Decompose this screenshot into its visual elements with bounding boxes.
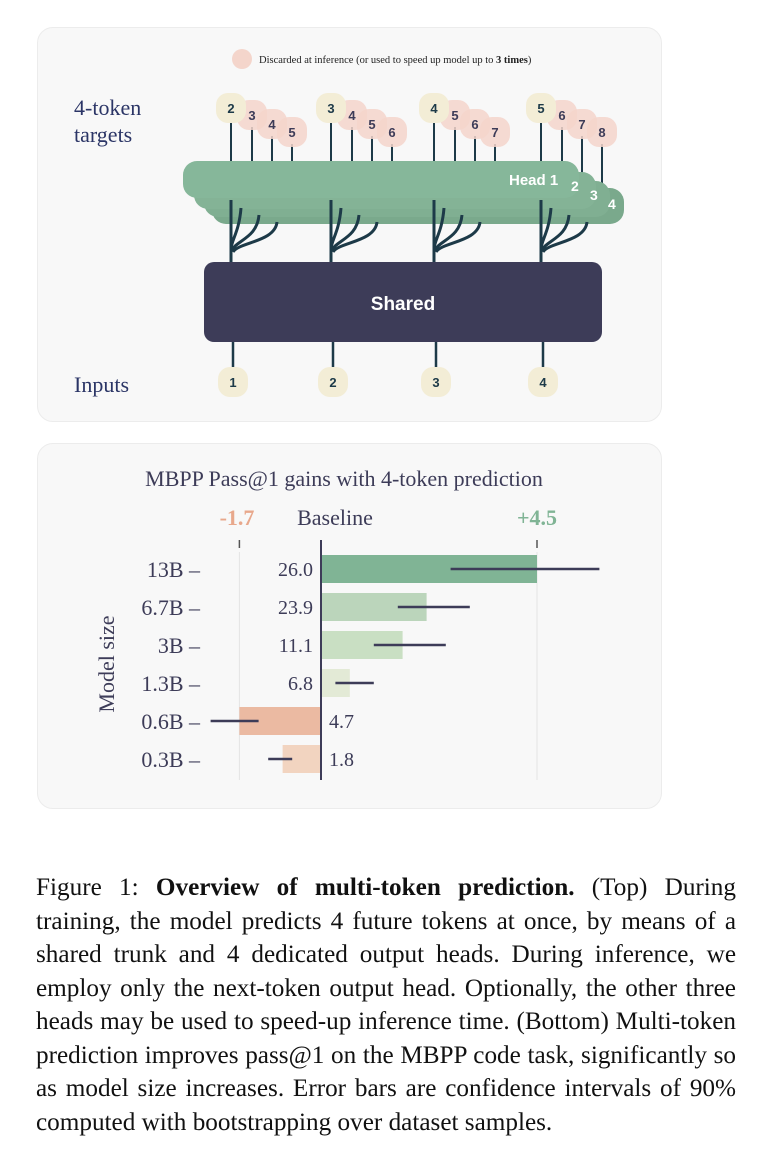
next-token-box <box>419 93 449 123</box>
discarded-legend-text: Discarded at inference (or used to speed… <box>259 55 532 66</box>
next-token-box <box>526 93 556 123</box>
target-token: 4 <box>419 93 449 123</box>
target-token-label: 5 <box>368 117 375 132</box>
input-token-box <box>318 367 348 397</box>
input-token: 2 <box>318 367 348 397</box>
baseline-value-label: 11.1 <box>279 635 313 657</box>
head-4-number: 4 <box>608 196 616 212</box>
next-token-box <box>316 93 346 123</box>
chart-marks: 13B – 26.0 6.7B – 23.9 3B – 11.1 1.3B – 6.8 0.6B… <box>141 540 600 780</box>
target-token-label: 5 <box>451 108 458 123</box>
head-fan-wire <box>231 221 279 254</box>
head-fan-wire <box>329 207 343 251</box>
baseline-value-label: 23.9 <box>278 597 313 619</box>
target-token-label: 7 <box>491 125 498 140</box>
target-token-label: 6 <box>471 117 478 132</box>
head-fan-wire <box>432 207 446 251</box>
target-token-label: 3 <box>248 108 255 123</box>
figure-label: Figure 1: <box>36 874 156 901</box>
head-fan-wire <box>433 214 464 251</box>
head-fan-wires <box>229 200 589 262</box>
figure-caption: Figure 1: Overview of multi-token predic… <box>36 871 736 1139</box>
input-token-label: 1 <box>229 375 236 390</box>
head-2-number: 2 <box>571 178 579 194</box>
targets-label-line1: 4-token <box>74 95 141 120</box>
category-tick-label: 13B – <box>147 557 201 582</box>
category-tick-label: 3B – <box>158 633 201 658</box>
mbpp-gain-chart: MBPP Pass@1 gains with 4-token predictio… <box>94 466 600 780</box>
architecture-diagram: Discarded at inference (or used to speed… <box>74 49 624 397</box>
target-token-label: 6 <box>558 108 565 123</box>
category-tick-label: 6.7B – <box>141 595 201 620</box>
target-token-label: 7 <box>578 117 585 132</box>
target-token: 5 <box>526 93 556 123</box>
head-fan-wire <box>540 214 571 251</box>
shared-trunk <box>204 262 602 342</box>
head-fan-wire <box>230 214 261 251</box>
input-token-label: 3 <box>432 375 439 390</box>
target-token-label: 2 <box>227 101 234 116</box>
head-1 <box>183 161 579 198</box>
head-fan-wire <box>541 221 589 254</box>
input-token: 4 <box>528 367 558 397</box>
category-tick-label: 0.3B – <box>141 747 201 772</box>
next-token-box <box>216 93 246 123</box>
baseline-label: Baseline <box>297 505 373 530</box>
caption-bold-title: Overview of multi-token prediction. <box>155 874 575 901</box>
input-token-label: 4 <box>539 375 547 390</box>
input-token-label: 2 <box>329 375 336 390</box>
baseline-value-label: 4.7 <box>329 711 354 733</box>
baseline-value-label: 26.0 <box>278 559 313 581</box>
baseline-value-label: 6.8 <box>288 673 313 695</box>
input-token-box <box>421 367 451 397</box>
target-token: 2 <box>216 93 246 123</box>
shared-label: Shared <box>371 294 435 315</box>
head-fan-wire <box>331 221 379 254</box>
target-token: 3 <box>316 93 346 123</box>
target-token-label: 6 <box>388 125 395 140</box>
input-token-box <box>528 367 558 397</box>
discarded-legend-swatch <box>232 49 252 69</box>
input-tokens: 1 2 3 4 <box>218 342 558 397</box>
head-fan-wire <box>229 207 243 251</box>
architecture-diagram-panel: Discarded at inference (or used to speed… <box>37 27 662 422</box>
target-token-label: 5 <box>537 101 544 116</box>
category-tick-label: 0.6B – <box>141 709 201 734</box>
targets-label-line2: targets <box>74 122 132 147</box>
chart-title: MBPP Pass@1 gains with 4-token predictio… <box>145 466 543 491</box>
caption-text: (Top) During training, the model predict… <box>36 874 736 1136</box>
y-axis-label: Model size <box>94 615 119 712</box>
head-fan-wire <box>539 207 553 251</box>
head-fan-wire <box>434 221 482 254</box>
head-fan-wire <box>330 214 361 251</box>
max-gain-label: +4.5 <box>517 505 557 530</box>
head-3-number: 3 <box>590 187 598 203</box>
output-heads: Head 1 2 3 4 <box>183 161 624 224</box>
head-1-label: Head 1 <box>509 172 558 189</box>
target-token-label: 8 <box>598 125 605 140</box>
target-token-label: 5 <box>288 125 295 140</box>
baseline-value-label: 1.8 <box>329 749 354 771</box>
input-token: 1 <box>218 367 248 397</box>
min-gain-label: -1.7 <box>220 505 255 530</box>
inputs-label: Inputs <box>74 372 129 397</box>
mbpp-chart-panel: MBPP Pass@1 gains with 4-token predictio… <box>37 443 662 809</box>
target-token-label: 4 <box>348 108 356 123</box>
target-token-label: 4 <box>430 101 438 116</box>
target-token-label: 4 <box>268 117 276 132</box>
category-tick-label: 1.3B – <box>141 671 201 696</box>
input-token: 3 <box>421 367 451 397</box>
target-token-label: 3 <box>327 101 334 116</box>
input-token-box <box>218 367 248 397</box>
